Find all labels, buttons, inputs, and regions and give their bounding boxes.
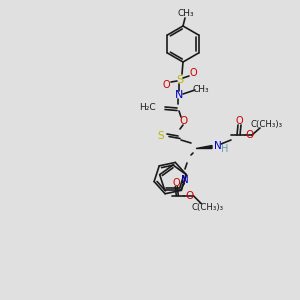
Text: C(CH₃)₃: C(CH₃)₃	[251, 121, 283, 130]
Text: S: S	[176, 75, 184, 85]
Text: H: H	[221, 144, 229, 154]
Text: O: O	[235, 116, 243, 126]
Text: N: N	[214, 141, 222, 151]
Text: C(CH₃)₃: C(CH₃)₃	[191, 203, 224, 212]
Text: N: N	[175, 90, 183, 100]
Text: H₂C: H₂C	[140, 103, 156, 112]
Polygon shape	[196, 146, 212, 148]
Text: O: O	[189, 68, 197, 78]
Text: O: O	[185, 191, 194, 201]
Text: CH₃: CH₃	[178, 8, 194, 17]
Text: S: S	[158, 131, 164, 141]
Text: O: O	[172, 178, 180, 188]
Text: N: N	[182, 175, 189, 185]
Text: CH₃: CH₃	[193, 85, 209, 94]
Text: O: O	[245, 130, 253, 140]
Text: O: O	[180, 116, 188, 126]
Text: O: O	[162, 80, 170, 90]
